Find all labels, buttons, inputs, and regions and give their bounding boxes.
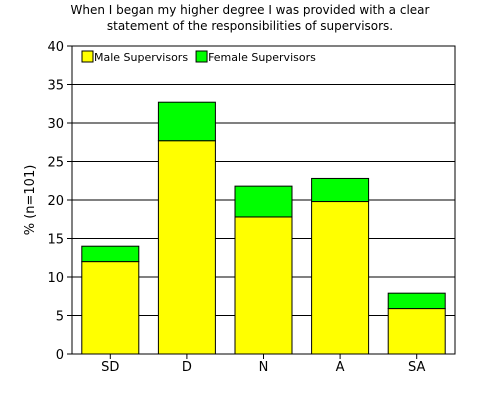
bar-female-supervisors <box>311 177 370 203</box>
bar-female-supervisors <box>387 292 446 310</box>
x-tick-label: D <box>182 360 192 375</box>
y-tick-label: 10 <box>47 271 64 286</box>
y-tick-label: 0 <box>56 348 64 363</box>
chart-title-line-1: When I began my higher degree I was prov… <box>70 3 430 17</box>
bar-female-supervisors <box>81 245 140 263</box>
y-tick-label: 25 <box>47 156 64 171</box>
chart-title: When I began my higher degree I was prov… <box>0 2 500 34</box>
bar-female-supervisors <box>157 101 216 142</box>
y-tick-label: 30 <box>47 117 64 132</box>
y-tick-label: 35 <box>47 79 64 94</box>
bar-male-supervisors <box>234 216 293 355</box>
y-axis-label: % (n=101) <box>23 165 38 236</box>
x-tick-label: A <box>336 360 345 375</box>
bar-male-supervisors <box>81 261 140 355</box>
y-tick-label: 40 <box>47 40 64 55</box>
legend-label-female: Female Supervisors <box>208 51 316 64</box>
bar-male-supervisors <box>311 201 370 355</box>
y-tick-label: 5 <box>56 310 64 325</box>
legend-swatch-female <box>195 50 208 63</box>
bar-male-supervisors <box>157 140 216 355</box>
legend-swatch-male <box>81 50 94 63</box>
chart-title-line-2: statement of the responsibilities of sup… <box>106 19 394 33</box>
bar-male-supervisors <box>387 308 446 355</box>
y-tick-label: 15 <box>47 233 64 248</box>
legend-label-male: Male Supervisors <box>94 51 188 64</box>
y-tick-label: 20 <box>47 194 64 209</box>
bar-female-supervisors <box>234 185 293 218</box>
x-tick-label: N <box>259 360 269 375</box>
x-tick-label: SD <box>101 360 119 375</box>
x-tick-label: SA <box>408 360 425 375</box>
